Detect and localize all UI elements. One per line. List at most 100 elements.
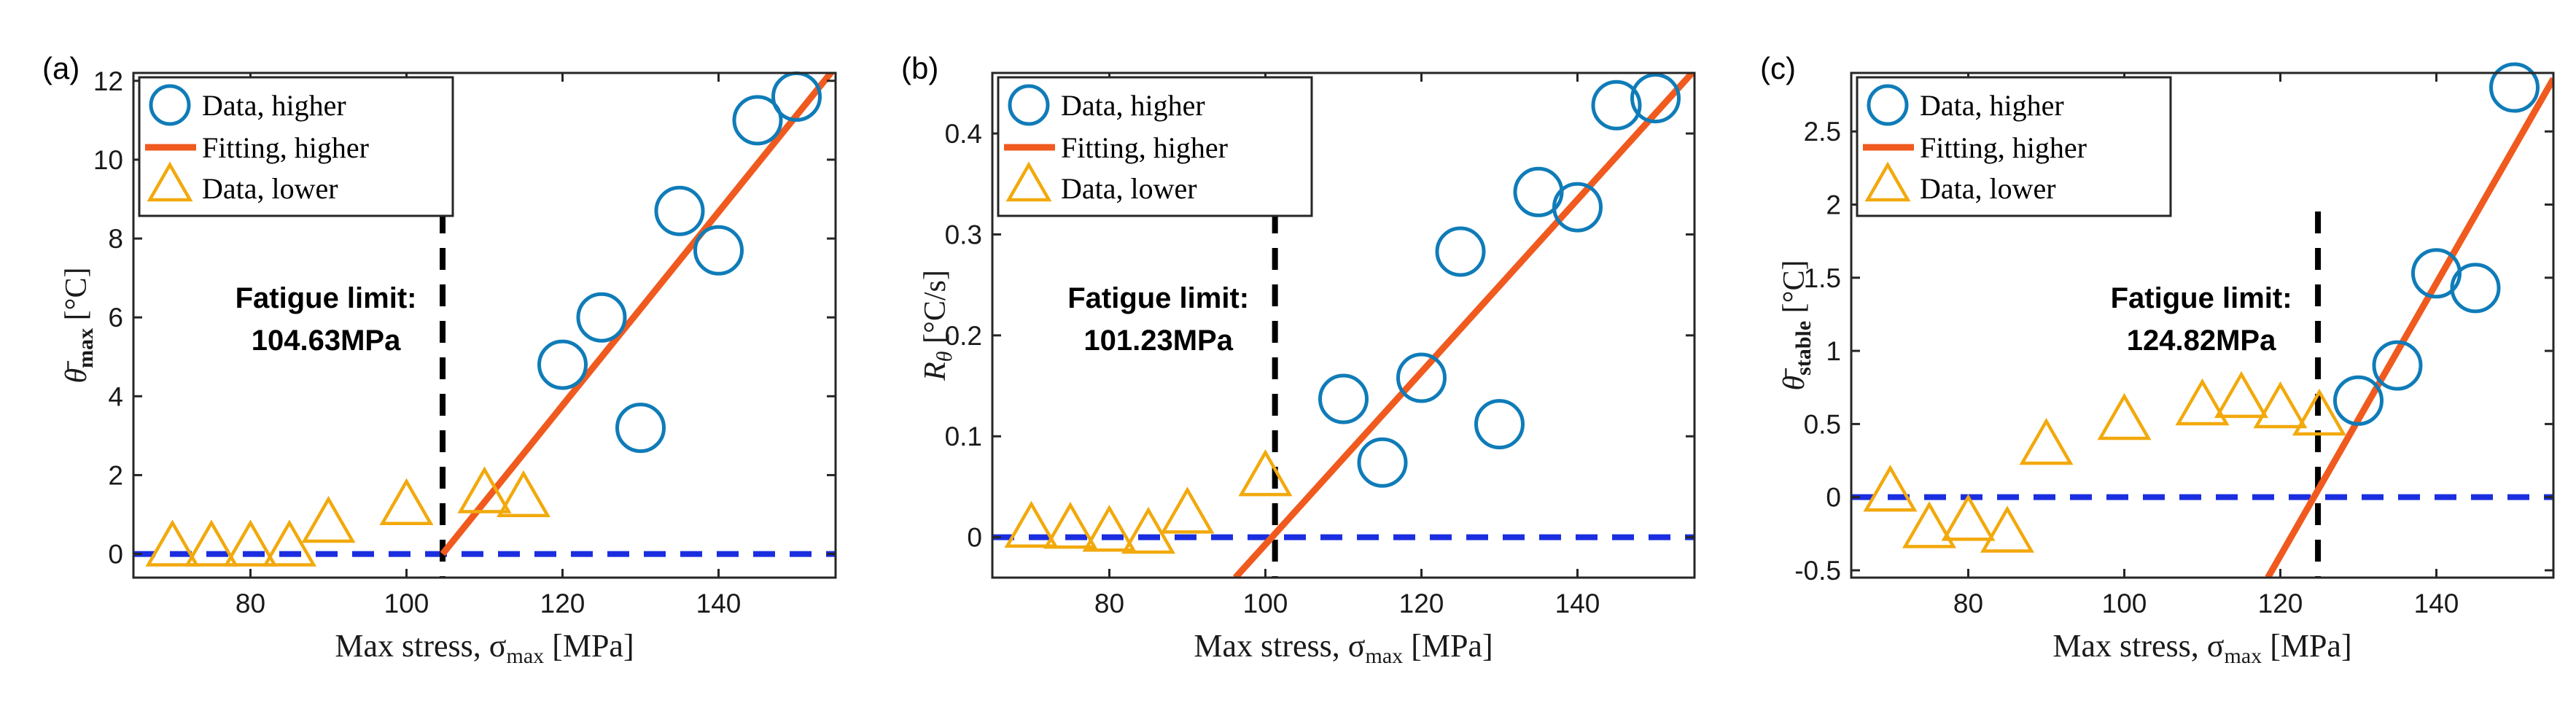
data-point-lower bbox=[1238, 449, 1293, 497]
y-tick-label: 6 bbox=[108, 303, 123, 333]
x-tick-label: 140 bbox=[1555, 589, 1600, 618]
y-tick-label: 1 bbox=[1826, 336, 1841, 366]
data-point-lower bbox=[1043, 501, 1098, 549]
data-point-higher bbox=[2450, 263, 2501, 314]
x-tick-label: 140 bbox=[696, 589, 742, 618]
legend-label: Data, lower bbox=[1920, 172, 2056, 205]
x-axis-title: Max stress, σmax [MPa] bbox=[335, 628, 634, 668]
data-point-lower bbox=[301, 495, 356, 543]
fatigue-limit-value: 124.82MPa bbox=[2127, 325, 2276, 357]
legend-marker-circle bbox=[149, 84, 191, 126]
y-tick-label: 2 bbox=[1826, 190, 1841, 220]
data-point-lower bbox=[1980, 505, 2035, 553]
x-tick-label: 80 bbox=[236, 589, 265, 618]
data-point-higher bbox=[2489, 62, 2540, 113]
legend-marker-triangle bbox=[147, 161, 193, 202]
data-point-higher bbox=[2333, 375, 2384, 426]
data-point-higher bbox=[1396, 352, 1447, 403]
data-point-higher bbox=[537, 339, 588, 390]
panel-a-chart: (a) 0 2 4 6 8 10 12 80 100 120 140 Max stress, σmax … bbox=[42, 51, 837, 668]
x-tick-label: 80 bbox=[1094, 589, 1124, 618]
data-point-lower bbox=[379, 478, 434, 525]
data-point-lower bbox=[457, 466, 512, 513]
data-point-lower bbox=[496, 470, 551, 518]
data-point-higher bbox=[1552, 182, 1603, 233]
panel-letter: (c) bbox=[1760, 51, 1796, 85]
y-axis-title: θ̄stable [°C] bbox=[1778, 260, 1816, 391]
panel-letter: (b) bbox=[901, 51, 938, 85]
data-point-higher bbox=[615, 403, 666, 454]
x-tick-label: 120 bbox=[1399, 589, 1444, 618]
legend-label: Data, lower bbox=[1061, 172, 1197, 205]
legend-label: Data, higher bbox=[1920, 89, 2064, 122]
y-tick-label: 0 bbox=[108, 540, 123, 570]
fatigue-limit-title: Fatigue limit: bbox=[236, 282, 417, 314]
data-point-higher bbox=[654, 185, 705, 236]
legend-box bbox=[1856, 76, 2172, 217]
y-tick-label: 10 bbox=[93, 145, 123, 175]
data-point-lower bbox=[2292, 388, 2347, 436]
y-tick-label: 12 bbox=[93, 66, 123, 96]
legend-label: Data, higher bbox=[1061, 89, 1205, 122]
data-point-lower bbox=[145, 519, 200, 567]
legend-label: Fitting, higher bbox=[202, 131, 369, 164]
data-point-higher bbox=[1435, 226, 1486, 277]
data-point-higher bbox=[2372, 340, 2423, 391]
legend-marker-triangle bbox=[1864, 161, 1911, 202]
fit-line-higher bbox=[440, 73, 836, 556]
y-tick-label: 0.5 bbox=[1804, 409, 1841, 439]
y-tick-label: 0 bbox=[1826, 483, 1841, 513]
data-point-lower bbox=[1902, 501, 1957, 548]
y-tick-label: 0.2 bbox=[945, 321, 982, 351]
data-point-lower bbox=[2175, 378, 2230, 426]
x-axis-title: Max stress, σmax [MPa] bbox=[2052, 628, 2351, 668]
y-tick-label: 2 bbox=[108, 460, 123, 490]
x-tick-label: 80 bbox=[1953, 589, 1983, 618]
data-point-lower bbox=[1082, 505, 1137, 552]
x-tick-label: 120 bbox=[540, 589, 585, 618]
y-tick-label: 8 bbox=[108, 224, 123, 254]
data-point-lower bbox=[184, 519, 239, 567]
y-tick-label: 2.5 bbox=[1804, 117, 1841, 147]
data-point-higher bbox=[1591, 79, 1642, 131]
data-point-higher bbox=[1630, 73, 1681, 124]
legend-marker-triangle bbox=[1005, 161, 1052, 202]
data-point-lower bbox=[1121, 506, 1176, 554]
data-point-lower bbox=[223, 519, 278, 567]
data-point-lower bbox=[1004, 500, 1059, 548]
legend-label: Fitting, higher bbox=[1920, 131, 2087, 164]
fatigue-limit-value: 104.63MPa bbox=[252, 325, 401, 357]
data-point-lower bbox=[2019, 417, 2074, 465]
x-tick-label: 100 bbox=[1243, 589, 1288, 618]
panel-b-chart: (b) 0 0.1 0.2 0.3 0.4 80 100 120 140 Max stress, σ… bbox=[901, 51, 1696, 668]
legend-label: Fitting, higher bbox=[1061, 131, 1228, 164]
legend-label: Data, higher bbox=[202, 89, 346, 122]
y-tick-label: -0.5 bbox=[1794, 556, 1841, 586]
y-axis-title: θ̄max [°C] bbox=[60, 268, 98, 384]
plot-area-frame bbox=[1850, 71, 2555, 579]
y-axis-title: Rθ [°C/s] bbox=[919, 270, 957, 381]
data-point-lower bbox=[2097, 392, 2152, 441]
x-tick-label: 100 bbox=[384, 589, 429, 618]
data-point-lower bbox=[2253, 381, 2308, 429]
data-point-higher bbox=[1357, 437, 1408, 488]
legend-label: Data, lower bbox=[202, 172, 338, 205]
x-tick-label: 100 bbox=[2102, 589, 2147, 618]
fatigue-limit-value: 101.23MPa bbox=[1083, 325, 1233, 357]
data-point-higher bbox=[1318, 373, 1369, 424]
x-tick-label: 120 bbox=[2258, 589, 2303, 618]
data-point-lower bbox=[262, 519, 317, 567]
y-tick-label: 0.3 bbox=[945, 220, 982, 249]
legend-marker-circle bbox=[1008, 84, 1050, 126]
data-point-lower bbox=[2214, 370, 2269, 419]
data-point-higher bbox=[693, 225, 744, 276]
data-point-lower bbox=[1863, 465, 1918, 512]
y-tick-label: 0 bbox=[967, 523, 982, 553]
data-point-higher bbox=[1474, 399, 1525, 450]
fit-line-higher bbox=[2265, 77, 2553, 578]
fatigue-limit-title: Fatigue limit: bbox=[1067, 282, 1249, 314]
x-axis-title: Max stress, σmax [MPa] bbox=[1194, 628, 1493, 668]
legend-marker-circle bbox=[1867, 84, 1909, 126]
y-tick-label: 0.4 bbox=[945, 119, 982, 149]
